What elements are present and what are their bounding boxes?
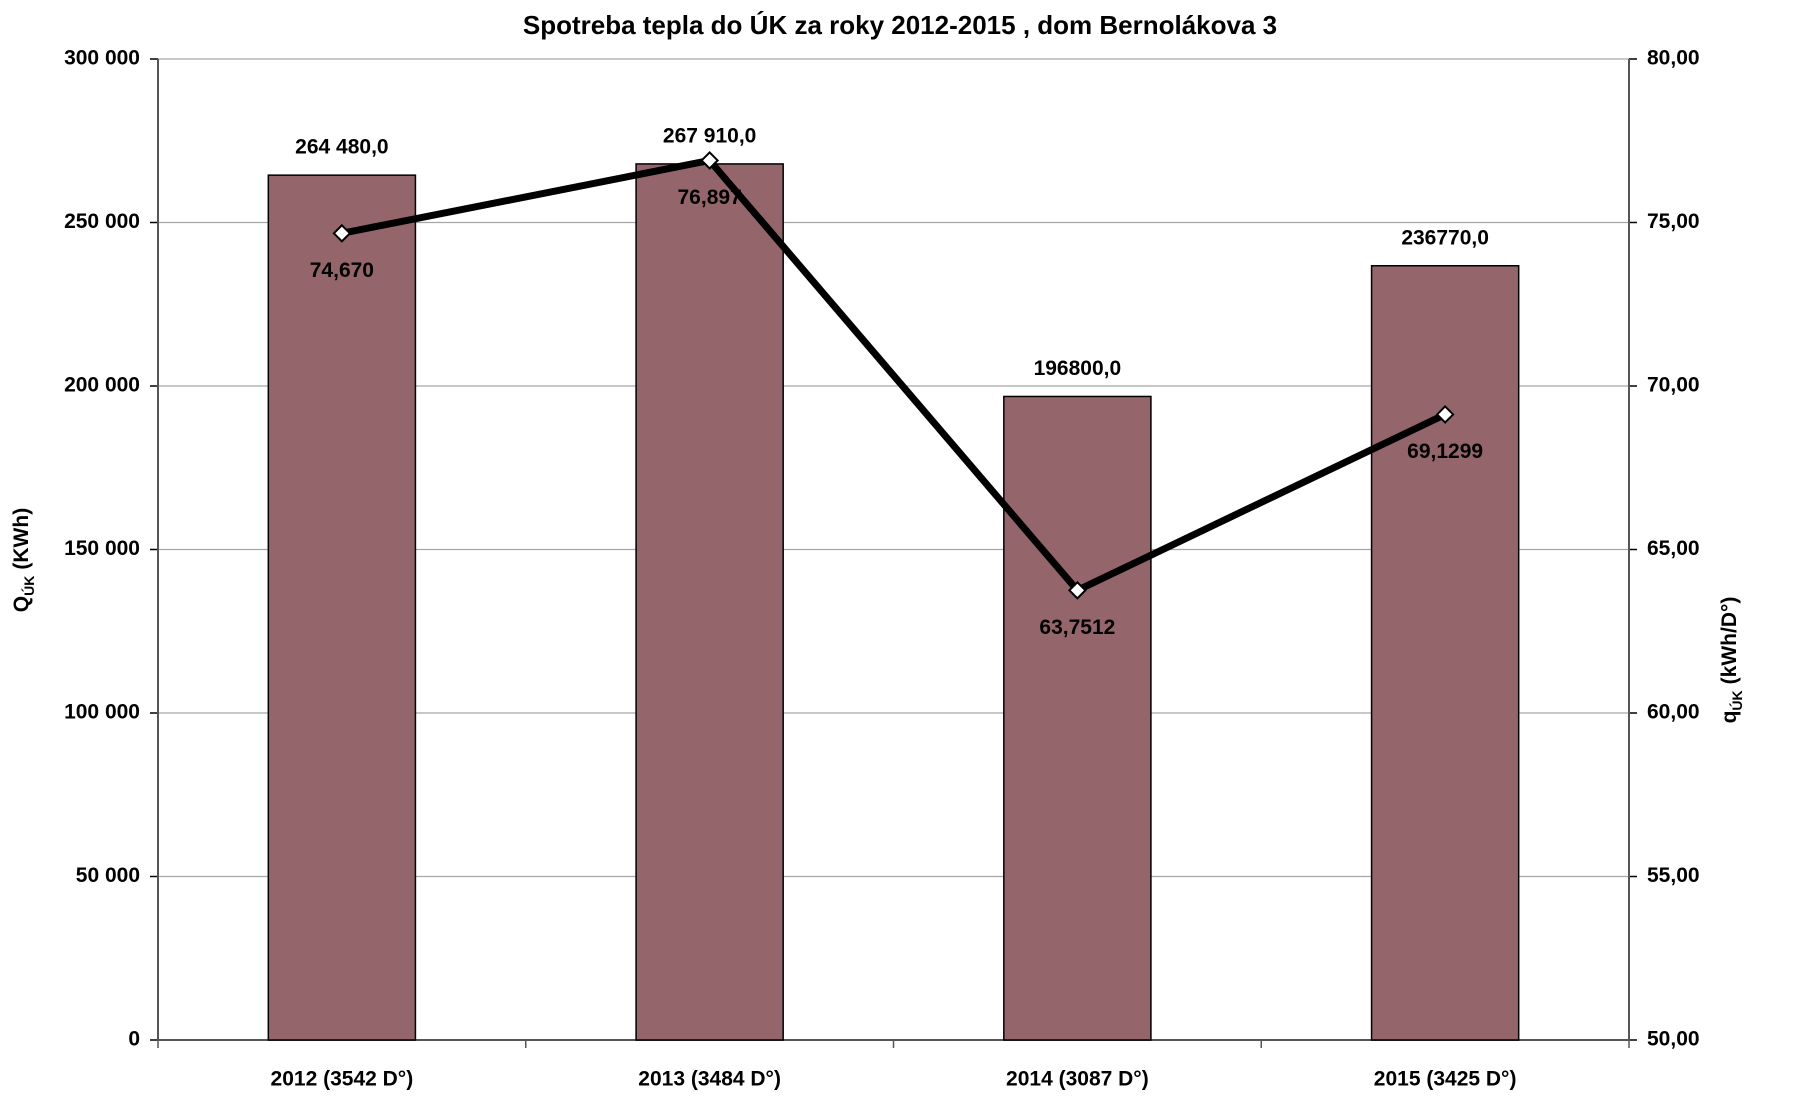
y2-tick-label: 65,00	[1647, 537, 1700, 560]
x-tick-label: 2013 (3484 D°)	[638, 1068, 781, 1091]
line	[341, 156, 1447, 594]
y2-tick-label: 80,00	[1647, 47, 1700, 70]
y2-label-symbol: q	[1718, 711, 1741, 724]
line-value-label: 74,670	[310, 259, 374, 282]
line-marker	[700, 151, 720, 170]
bar-value-label: 264 480,0	[295, 136, 388, 159]
x-tick-label: 2015 (3425 D°)	[1374, 1068, 1517, 1091]
bar-value-label: 236770,0	[1401, 226, 1489, 249]
y-label-unit: (KWh)	[10, 508, 33, 570]
y2-tick-label: 70,00	[1647, 374, 1700, 397]
line-value-label: 76,897	[678, 186, 742, 209]
line-value-label: 63,7512	[1039, 616, 1115, 639]
line-marker	[1067, 580, 1087, 600]
x-tick-label: 2012 (3542 D°)	[271, 1068, 414, 1091]
bar	[267, 174, 417, 1041]
bar-value-label: 267 910,0	[663, 124, 756, 147]
y-tick-label: 250 000	[64, 210, 140, 233]
bar	[1370, 265, 1520, 1041]
line-marker	[332, 223, 352, 243]
y2-label-unit: (kWh/D°)	[1718, 597, 1741, 685]
y-tick-label: 50 000	[76, 864, 140, 887]
bar	[1003, 395, 1152, 1041]
y-label-symbol: Q	[10, 596, 33, 612]
y-tick-label: 300 000	[64, 47, 140, 70]
y-tick-label: 0	[128, 1028, 140, 1051]
y-axis-label: QÚK (KWh)	[10, 508, 37, 612]
y2-tick-label: 75,00	[1647, 210, 1700, 233]
bar-value-label: 196800,0	[1034, 357, 1122, 380]
y-tick-label: 200 000	[64, 374, 140, 397]
bar	[635, 163, 784, 1041]
y-label-sub: ÚK	[20, 576, 37, 596]
y2-tick-label: 55,00	[1647, 864, 1700, 887]
y2-axis-label: qÚK (kWh/D°)	[1718, 597, 1745, 724]
chart-title: Spotreba tepla do ÚK za roky 2012-2015 ,…	[523, 10, 1277, 40]
y2-tick-label: 60,00	[1647, 701, 1700, 724]
x-tick-label: 2014 (3087 D°)	[1006, 1068, 1149, 1091]
line-marker	[1435, 405, 1455, 424]
y-tick-label: 150 000	[64, 537, 140, 560]
line-value-label: 69,1299	[1407, 440, 1483, 463]
y2-tick-label: 50,00	[1647, 1028, 1700, 1051]
y-tick-label: 100 000	[64, 701, 140, 724]
y2-label-sub: ÚK	[1728, 690, 1745, 710]
